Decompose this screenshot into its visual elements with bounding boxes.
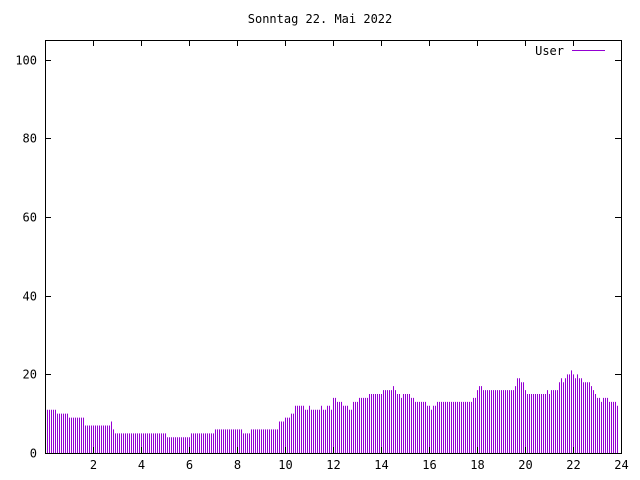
x-tick-label: 10: [278, 458, 292, 472]
chart-title: Sonntag 22. Mai 2022: [247, 12, 393, 26]
y-tick-label: 0: [30, 447, 37, 461]
x-tick-label: 8: [234, 458, 241, 472]
x-tick-label: 18: [470, 458, 484, 472]
y-tick-label: 20: [23, 368, 37, 382]
x-tick-label: 20: [518, 458, 532, 472]
legend-label: User: [535, 44, 564, 58]
x-tick-label: 6: [186, 458, 193, 472]
x-tick-label: 24: [614, 458, 628, 472]
y-tick-label: 60: [23, 211, 37, 225]
x-tick-label: 2: [90, 458, 97, 472]
x-tick-label: 16: [422, 458, 436, 472]
y-tick-label: 40: [23, 290, 37, 304]
x-tick-label: 12: [326, 458, 340, 472]
y-tick-label: 100: [15, 54, 37, 68]
x-tick-label: 14: [374, 458, 388, 472]
plot-border: [45, 40, 622, 454]
x-tick-label: 4: [138, 458, 145, 472]
x-tick-label: 22: [566, 458, 580, 472]
y-tick-label: 80: [23, 132, 37, 146]
